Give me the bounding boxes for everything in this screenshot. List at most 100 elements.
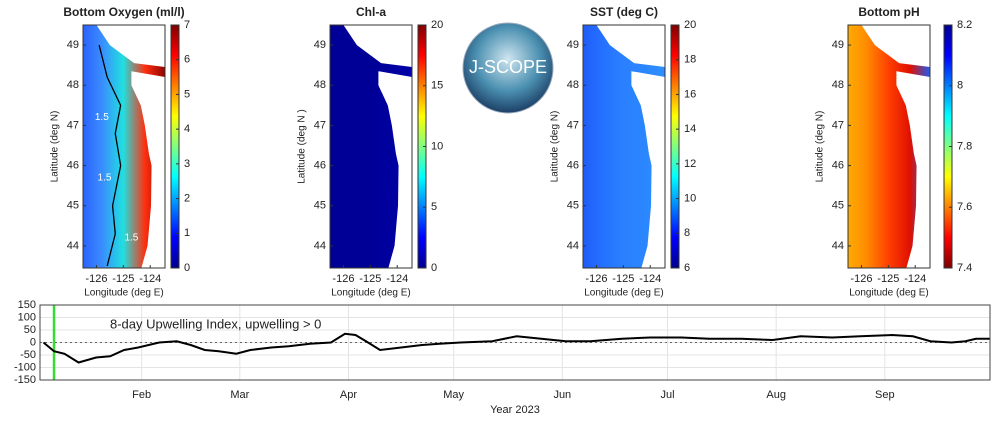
y-tick-label: 44 xyxy=(67,240,79,252)
colorbar-tick-label: 2 xyxy=(184,192,190,204)
ocean xyxy=(583,25,665,268)
map xyxy=(583,25,665,268)
colorbar-tick-label: 0 xyxy=(184,262,190,274)
y-tick-label: 47 xyxy=(832,119,844,131)
y-tick-label: -150 xyxy=(14,374,36,386)
colorbar-tick-label: 7.4 xyxy=(957,262,972,274)
x-axis-label: Year 2023 xyxy=(490,404,540,416)
x-tick-label: -125 xyxy=(112,273,134,285)
contour-line xyxy=(98,44,122,267)
colorbar-tick-label: 14 xyxy=(684,123,696,135)
y-tick-label: 47 xyxy=(67,119,79,131)
colorbar-tick-label: 4 xyxy=(184,123,190,135)
y-tick-label: 45 xyxy=(314,200,326,212)
map xyxy=(848,25,930,268)
y-tick-label: 48 xyxy=(67,79,79,91)
y-tick-label: 45 xyxy=(832,200,844,212)
x-tick-label: -126 xyxy=(332,273,354,285)
y-tick-label: 44 xyxy=(314,240,326,252)
x-tick-label: -124 xyxy=(904,273,926,285)
x-tick-label: Apr xyxy=(340,389,357,401)
y-tick-label: 46 xyxy=(314,159,326,171)
y-tick-label: 46 xyxy=(67,159,79,171)
x-tick-label: -126 xyxy=(850,273,872,285)
y-axis-label: Latitude (deg N) xyxy=(550,111,561,183)
panel-title: SST (deg C) xyxy=(590,5,658,19)
y-tick-label: 100 xyxy=(18,311,36,323)
x-tick-label: Mar xyxy=(230,389,249,401)
colorbar-tick-label: 5 xyxy=(431,201,437,213)
colorbar xyxy=(170,24,180,269)
colorbar-tick-label: 12 xyxy=(684,158,696,170)
x-tick-label: -125 xyxy=(359,273,381,285)
ocean xyxy=(330,25,412,268)
colorbar-tick-label: 0 xyxy=(431,262,437,274)
y-tick-label: 45 xyxy=(67,200,79,212)
y-tick-label: 48 xyxy=(567,79,579,91)
panel-title: Chl-a xyxy=(356,5,386,19)
x-tick-label: May xyxy=(443,389,464,401)
colorbar-tick-label: 10 xyxy=(431,140,443,152)
x-tick-label: Aug xyxy=(766,389,786,401)
colorbar-tick-label: 8.2 xyxy=(957,19,972,31)
x-tick-label: -126 xyxy=(585,273,607,285)
plot-border xyxy=(39,304,991,381)
colorbar-tick-label: 16 xyxy=(684,88,696,100)
plot-frame xyxy=(82,24,166,269)
y-tick-label: 44 xyxy=(832,240,844,252)
y-tick-label: 0 xyxy=(30,336,36,348)
plot-frame xyxy=(329,24,413,269)
x-tick-label: Jul xyxy=(660,389,674,401)
colorbar-tick-label: 10 xyxy=(684,192,696,204)
y-tick-label: 46 xyxy=(832,159,844,171)
plot-frame xyxy=(847,24,931,269)
y-tick-label: -100 xyxy=(14,361,36,373)
y-tick-label: 49 xyxy=(314,39,326,51)
y-tick-label: 50 xyxy=(24,324,36,336)
x-tick-label: -125 xyxy=(877,273,899,285)
colorbar-tick-label: 6 xyxy=(184,54,190,66)
colorbar-tick-label: 8 xyxy=(684,227,690,239)
y-axis-label: Latitude (deg N ) xyxy=(297,109,308,184)
colorbar-tick-label: 8 xyxy=(957,80,963,92)
x-axis-label: Longitude (deg E) xyxy=(849,288,929,299)
colorbar-tick-label: 20 xyxy=(684,19,696,31)
y-tick-label: 45 xyxy=(567,200,579,212)
x-tick-label: Feb xyxy=(132,389,151,401)
x-axis-label: Longitude (deg E) xyxy=(331,288,411,299)
x-tick-label: -124 xyxy=(386,273,408,285)
colorbar-tick-label: 7.8 xyxy=(957,140,972,152)
colorbar-tick-label: 15 xyxy=(431,80,443,92)
y-tick-label: 49 xyxy=(832,39,844,51)
logo-disc xyxy=(462,22,554,114)
y-tick-label: 48 xyxy=(314,79,326,91)
colorbar-tick-label: 1 xyxy=(184,227,190,239)
contour-label: 1.5 xyxy=(95,112,109,123)
colorbar-tick-label: 18 xyxy=(684,54,696,66)
x-tick-label: -125 xyxy=(612,273,634,285)
y-axis-label: Latitude (deg N) xyxy=(815,111,826,183)
ocean xyxy=(83,25,165,268)
panel-title: Bottom Oxygen (ml/l) xyxy=(63,5,184,19)
contour-label: 1.5 xyxy=(124,233,138,244)
y-tick-label: 47 xyxy=(567,119,579,131)
map xyxy=(330,25,412,268)
x-tick-label: Jun xyxy=(553,389,571,401)
map: 1.5 1.5 1.5 xyxy=(83,25,165,268)
x-tick-label: -126 xyxy=(85,273,107,285)
logo: J-SCOPE xyxy=(462,22,554,114)
colorbar-tick-label: 7 xyxy=(184,19,190,31)
colorbar xyxy=(670,24,680,269)
panel-title: Bottom pH xyxy=(858,5,919,19)
x-axis-label: Longitude (deg E) xyxy=(84,288,164,299)
data-line xyxy=(42,332,990,364)
x-tick-label: -124 xyxy=(139,273,161,285)
x-axis-label: Longitude (deg E) xyxy=(584,288,664,299)
annotation: 8-day Upwelling Index, upwelling > 0 xyxy=(110,316,321,331)
ocean xyxy=(848,25,930,268)
y-axis-label: Latitude (deg N) xyxy=(50,111,61,183)
colorbar-tick-label: 7.6 xyxy=(957,201,972,213)
y-tick-label: 44 xyxy=(567,240,579,252)
y-tick-label: 48 xyxy=(832,79,844,91)
